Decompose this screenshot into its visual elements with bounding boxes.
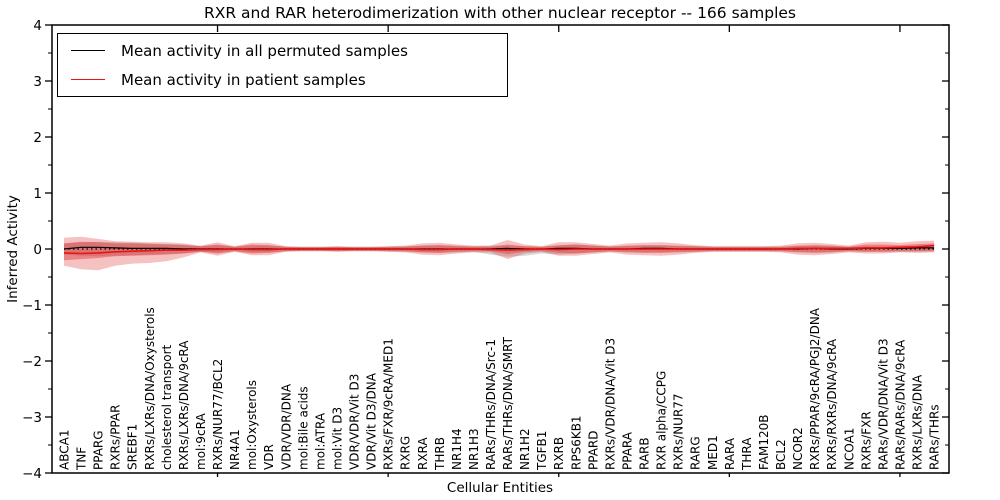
x-category-label: VDR [262,444,276,470]
x-category-label: mol:Vit D3 [331,407,345,470]
y-axis-label: Inferred Activity [5,195,21,303]
x-category-label: RXRs/NUR77 [672,393,686,470]
legend-entry-permuted: Mean activity in all permuted samples [58,36,507,65]
x-category-label: NR4A1 [228,429,242,470]
patient-line-swatch [71,79,105,80]
x-category-label: RARs/VDR/DNA/Vit D3 [876,338,890,470]
x-category-label: PPARD [586,431,600,471]
y-tick-label: 0 [33,242,42,258]
x-category-label: RXRG [399,436,413,470]
x-category-label: NR1H2 [518,428,532,470]
x-category-label: FAM120B [757,415,771,471]
x-category-label: cholesterol transport [160,344,174,470]
x-category-label: RXRs/NUR77/BCL2 [211,359,225,470]
x-category-label: THRB [433,437,447,471]
x-category-label: NCOA1 [842,428,856,470]
x-category-label: VDR/VDR/Vit D3 [348,374,362,470]
x-category-label: RXRs/FXR [859,411,873,470]
legend-entry-patient: Mean activity in patient samples [58,65,507,94]
x-category-label: RARs/THRs [928,404,942,470]
x-category-label: mol:9cRA [194,413,208,470]
x-category-label: PPARA [621,431,635,470]
x-category-label: MED1 [706,435,720,470]
x-category-label: ABCA1 [58,430,72,470]
x-category-label: NR1H4 [450,428,464,470]
y-tick-label: −2 [22,354,42,370]
y-tick-label: 2 [33,130,42,146]
x-category-label: RXRs/PPAR [109,405,123,470]
patient-samples-inner-band [64,241,935,261]
x-category-label: mol:Oxysterols [245,380,259,470]
x-category-label: NR1H3 [467,428,481,470]
legend-label-patient: Mean activity in patient samples [121,70,366,89]
x-category-label: RPS6KB1 [569,415,583,470]
x-category-label: RXRA [416,437,430,470]
y-tick-label: 4 [33,18,42,34]
x-category-label: RARG [689,436,703,470]
y-tick-label: 3 [33,74,42,90]
x-category-label: SREBF1 [126,424,140,470]
x-category-label: RARs/THRs/DNA/Src-1 [484,339,498,470]
mean-patient-line [63,244,935,255]
permuted-line-swatch [71,50,105,51]
legend-label-permuted: Mean activity in all permuted samples [121,41,408,60]
x-category-label: VDR/Vit D3/DNA [365,372,379,470]
x-category-label: THRA [740,437,754,471]
x-category-label: RXRs/FXR/9cRA/MED1 [382,338,396,470]
y-tick-label: 1 [33,186,42,202]
x-category-label: BCL2 [774,439,788,470]
x-category-label: RXRs/LXRs/DNA [911,374,925,470]
x-category-label: TNF [75,447,89,471]
patient-samples-outer-band [64,236,935,271]
y-tick-label: −4 [22,466,42,482]
x-category-label: RXRB [552,437,566,470]
x-category-label: RXRs/RXRs/DNA/9cRA [825,338,839,470]
x-category-label: RARA [723,437,737,470]
x-category-label: NCOR2 [791,427,805,470]
x-category-label: RXRs/LXRs/DNA/Oxysterols [143,307,157,470]
y-tick-label: −3 [22,410,42,426]
x-category-label: RXRs/LXRs/DNA/9cRA [177,340,191,470]
x-category-label: RARs/THRs/DNA/SMRT [501,336,515,470]
x-category-label: VDR/VDR/DNA [279,383,293,470]
x-category-label: RARs/RARs/DNA/9cRA [893,339,907,470]
x-category-label: mol:Bile acids [296,386,310,470]
x-axis-label: Cellular Entities [446,480,554,496]
x-category-label: RARB [638,437,652,470]
x-category-label: PPARG [92,430,106,470]
legend-box: Mean activity in all permuted samples Me… [57,33,508,97]
y-tick-label: −1 [22,298,42,314]
x-category-label: mol:ATRA [313,412,327,470]
x-category-label: RXRs/PPAR/9cRA/PGJ2/DNA [808,307,822,470]
chart-title: RXR and RAR heterodimerization with othe… [203,4,797,22]
x-category-label: TGFB1 [535,431,549,471]
x-category-label: RXRs/VDR/DNA/Vit D3 [603,338,617,470]
x-category-label: RXR alpha/CCPG [655,371,669,470]
